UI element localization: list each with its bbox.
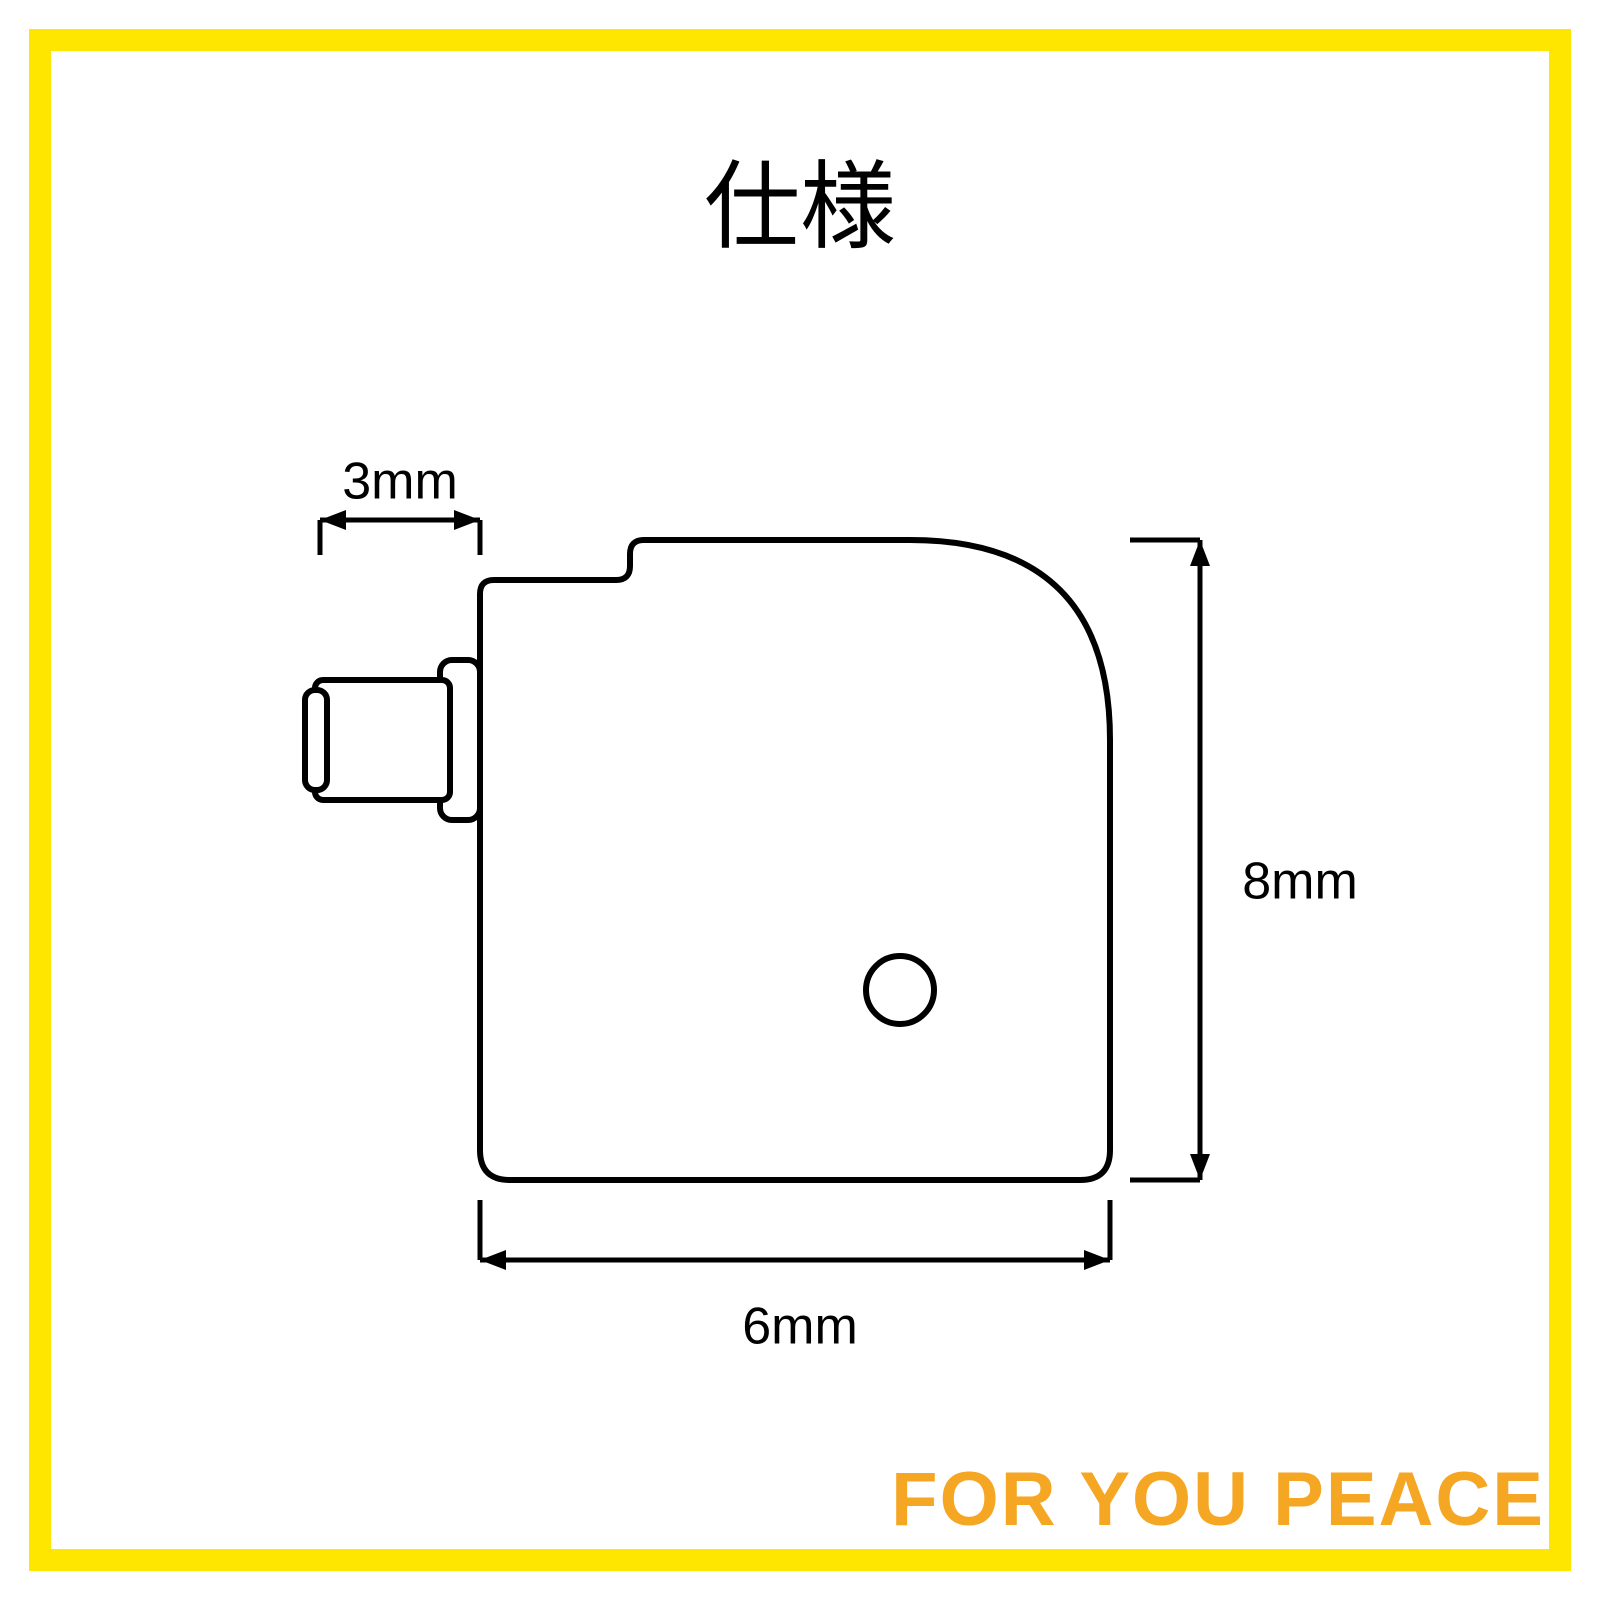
hole-circle: [866, 956, 934, 1024]
dim-6mm-label: 6mm: [742, 1298, 858, 1356]
page-title: 仕様: [704, 154, 896, 261]
bolt-shaft: [315, 680, 450, 800]
bolt-cap: [305, 690, 327, 790]
dim-8mm-label: 8mm: [1242, 853, 1358, 911]
watermark-text: FOR YOU PEACE: [891, 1457, 1545, 1542]
dim-3mm-label: 3mm: [342, 453, 458, 511]
part-body-outline: [480, 540, 1110, 1180]
